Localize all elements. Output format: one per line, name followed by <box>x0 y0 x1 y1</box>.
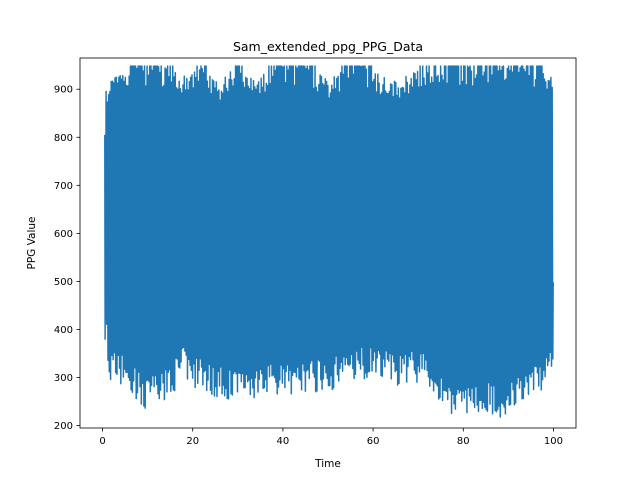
y-tick-label: 500 <box>54 277 73 288</box>
series-layer <box>104 65 555 418</box>
y-tick-label: 900 <box>54 85 73 96</box>
y-tick-label: 400 <box>54 325 73 336</box>
x-tick-label: 80 <box>457 436 470 447</box>
x-tick-label: 60 <box>367 436 380 447</box>
y-tick-label: 300 <box>54 373 73 384</box>
y-axis-ticks: 200 300 400 500 600 700 800 900 <box>54 85 80 432</box>
x-tick-label: 100 <box>544 436 563 447</box>
plot-frame <box>79 57 577 429</box>
x-tick-label: 40 <box>277 436 290 447</box>
y-axis-label: PPG Value <box>26 217 38 270</box>
y-tick-label: 600 <box>54 229 73 240</box>
x-axis-label: Time <box>314 458 341 470</box>
y-tick-label: 700 <box>54 181 73 192</box>
y-tick-label: 200 <box>54 421 73 432</box>
y-tick-label: 800 <box>54 133 73 144</box>
x-axis-ticks: 0 20 40 60 80 100 <box>99 428 563 447</box>
series-line <box>104 65 555 418</box>
plot-area <box>104 65 555 418</box>
x-tick-label: 20 <box>186 436 199 447</box>
x-tick-label: 0 <box>99 436 105 447</box>
chart-title: Sam_extended_ppg_PPG_Data <box>233 39 423 54</box>
